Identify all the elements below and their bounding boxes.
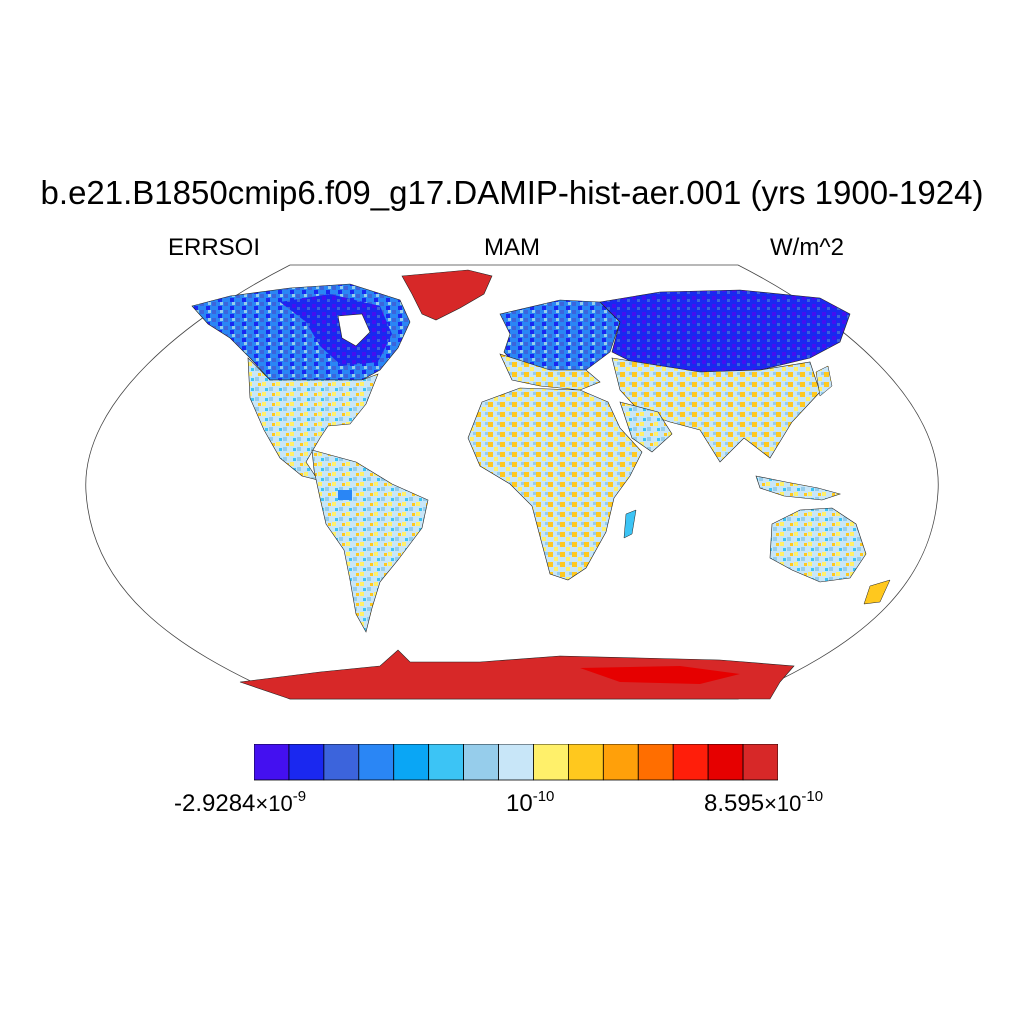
antarctica-highs bbox=[580, 666, 740, 684]
africa bbox=[467, 387, 643, 581]
colorbar-swatch bbox=[393, 744, 430, 781]
arabia bbox=[619, 401, 673, 453]
greenland bbox=[401, 269, 493, 321]
colorbar-max-label: 8.595×10-10 bbox=[704, 788, 824, 817]
colorbar-swatch bbox=[672, 744, 709, 781]
north-america-south bbox=[247, 357, 379, 481]
amazon-blue-patch bbox=[338, 490, 352, 500]
colorbar-swatch bbox=[428, 744, 464, 781]
australia bbox=[769, 507, 867, 583]
colorbar-swatch bbox=[637, 744, 674, 781]
hudson-region bbox=[280, 294, 392, 366]
season-label: MAM bbox=[484, 234, 540, 261]
colorbar-swatch bbox=[463, 744, 499, 781]
colorbar bbox=[254, 744, 778, 781]
colorbar-swatch bbox=[567, 744, 604, 781]
antarctica bbox=[239, 649, 795, 700]
japan bbox=[815, 365, 833, 397]
madagascar bbox=[623, 509, 637, 539]
world-map bbox=[85, 264, 939, 700]
colorbar-swatch bbox=[288, 744, 325, 781]
colorbar-swatch bbox=[533, 744, 569, 781]
europe-south bbox=[499, 353, 601, 391]
colorbar-mid-label: 10-10 bbox=[506, 788, 555, 817]
asia-north bbox=[599, 289, 851, 373]
colorbar-swatch bbox=[498, 744, 534, 781]
figure-title: b.e21.B1850cmip6.f09_g17.DAMIP-hist-aer.… bbox=[40, 174, 984, 211]
colorbar-swatch bbox=[602, 744, 639, 781]
colorbar-min-label: -2.9284×10-9 bbox=[174, 788, 307, 817]
new-zealand bbox=[863, 579, 891, 605]
colorbar-swatch bbox=[742, 744, 778, 781]
colorbar-swatch bbox=[254, 744, 290, 781]
indonesia bbox=[755, 475, 842, 501]
colorbar-swatch bbox=[707, 744, 744, 781]
hudson-bay bbox=[337, 313, 371, 347]
colorbar-swatch bbox=[358, 744, 395, 781]
units-label: W/m^2 bbox=[770, 234, 844, 261]
variable-label: ERRSOI bbox=[168, 234, 261, 261]
colorbar-swatch bbox=[323, 744, 360, 781]
